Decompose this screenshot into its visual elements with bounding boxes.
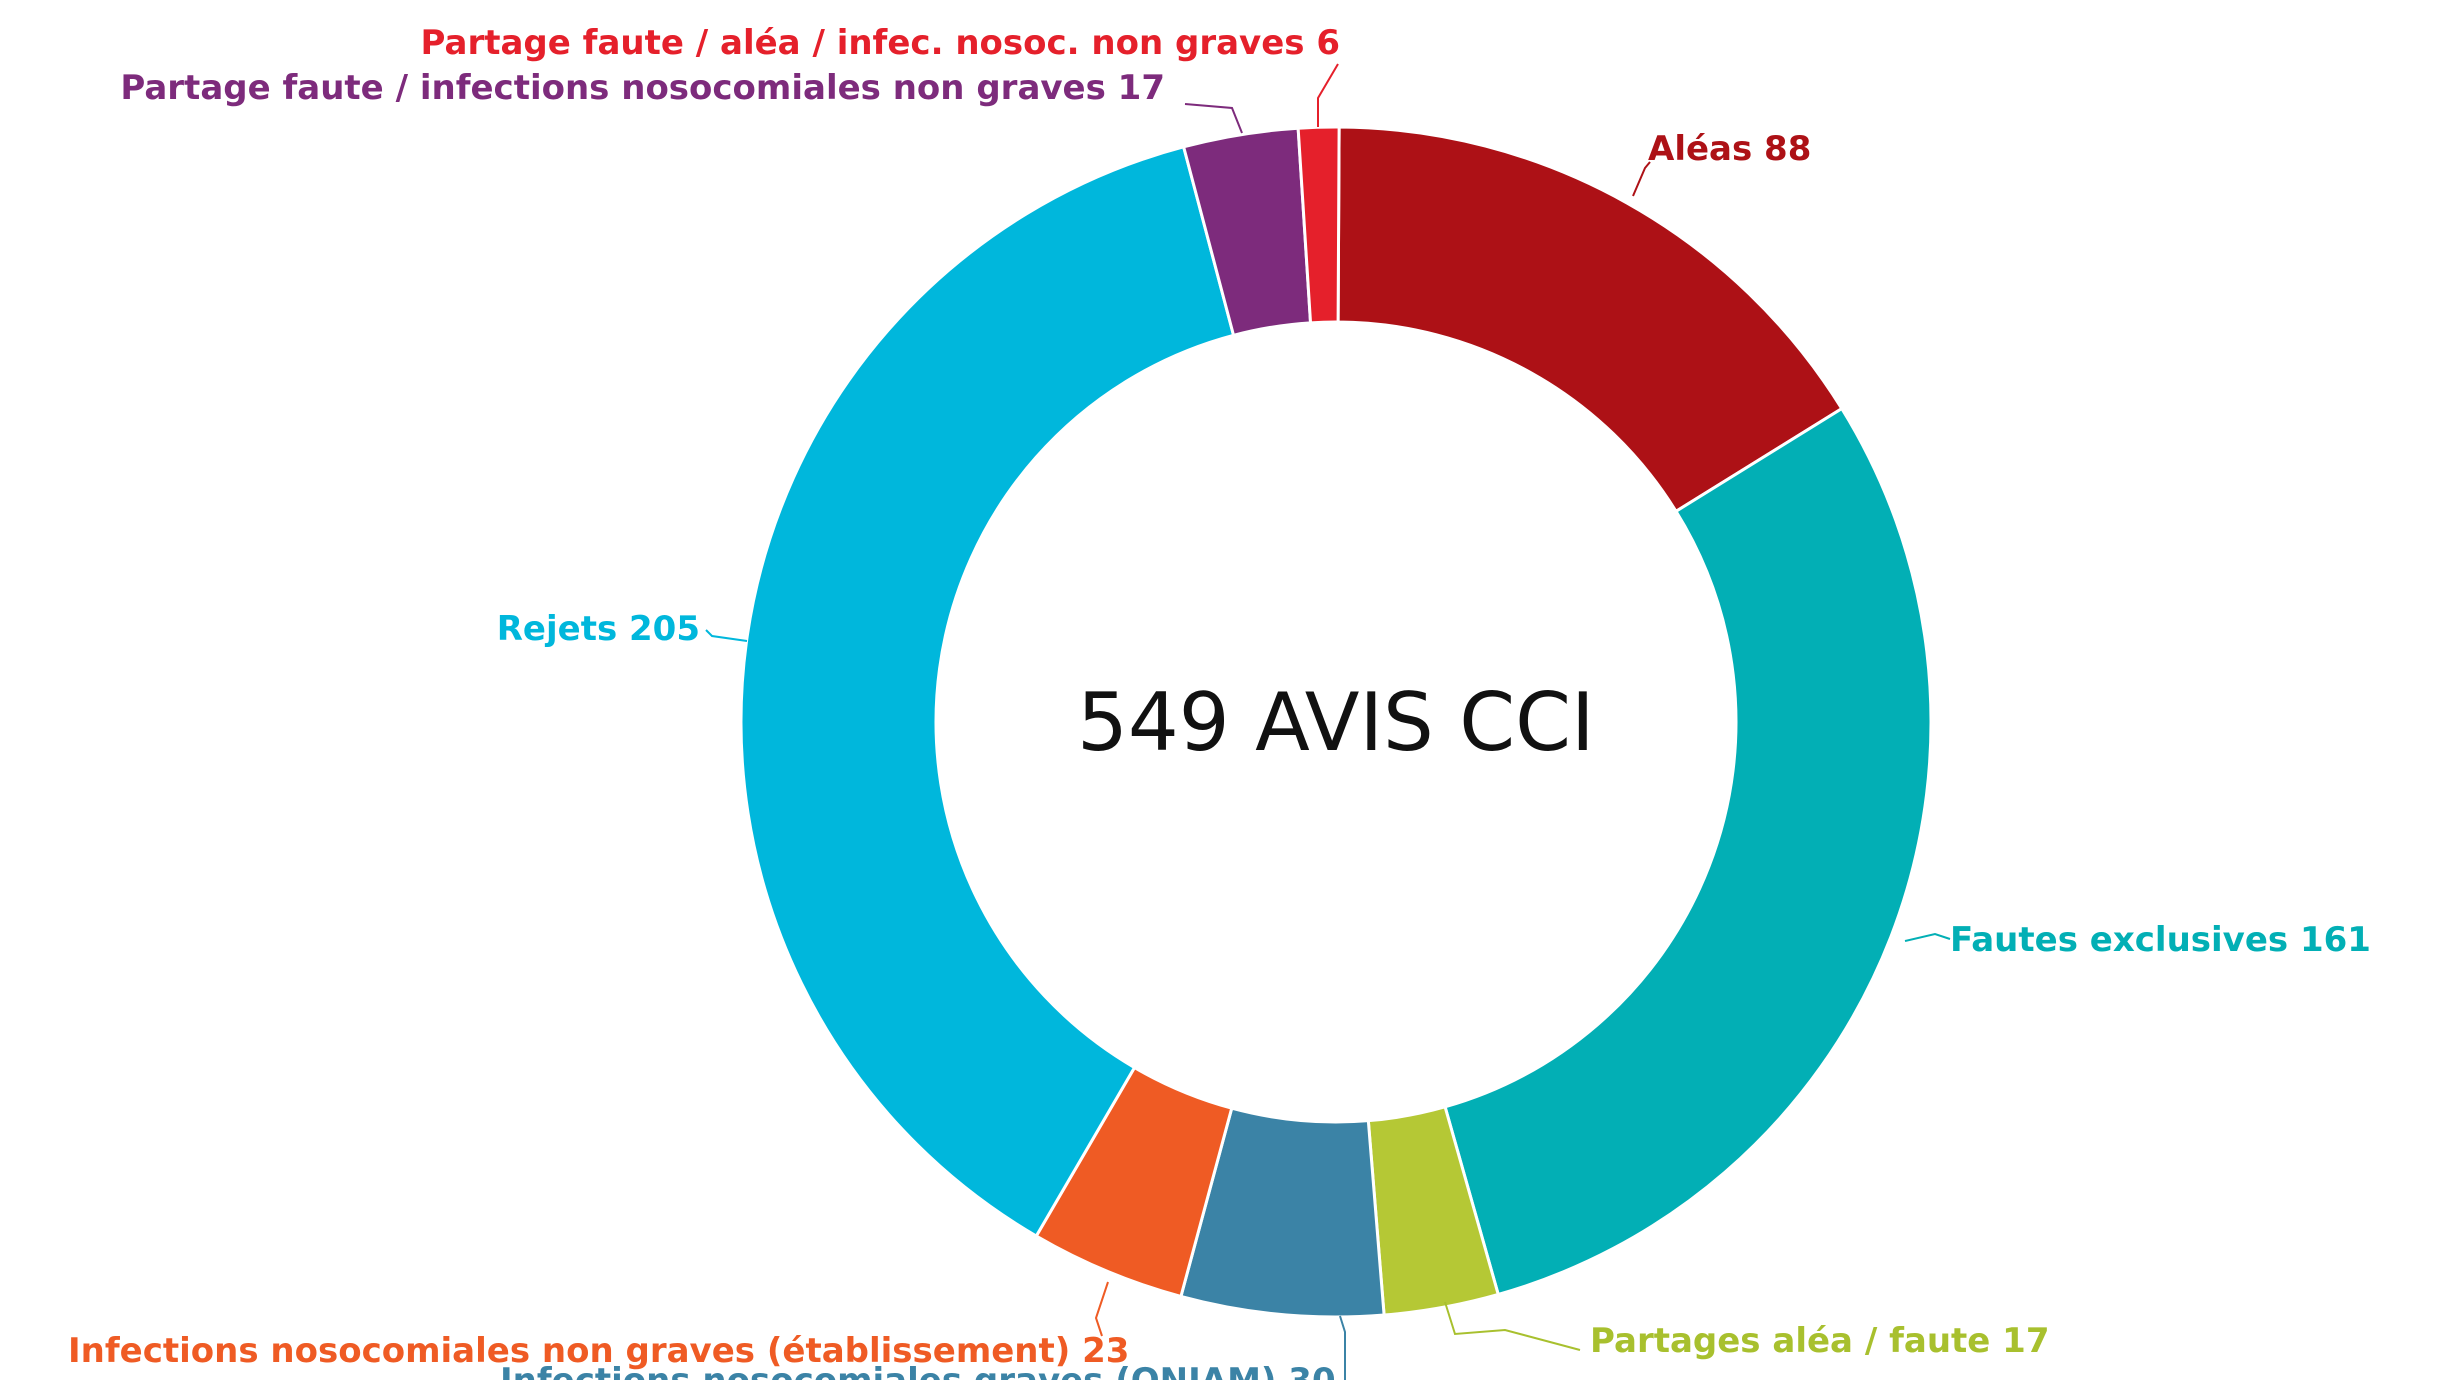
leader-line (705, 629, 748, 642)
donut-slice (1296, 125, 1341, 325)
leader-line (1317, 63, 1339, 127)
leader-line (1632, 161, 1651, 197)
slice-label: Aléas 88 (1648, 129, 1811, 169)
slice-label: Partages aléa / faute 17 (1590, 1321, 2049, 1361)
slice-label: Rejets 205 (497, 609, 700, 649)
slice-label: Partage faute / infections nosocomiales … (120, 68, 1165, 108)
slice-labels: Aléas 88 Fautes exclusives 161 Partages al… (68, 23, 2371, 1380)
leader-line (1184, 103, 1243, 134)
donut-slice (1443, 406, 1933, 1297)
slice-label: Partage faute / aléa / infec. nosoc. non… (421, 23, 1340, 63)
slice-label: Infections nosocomiales graves (ONIAM) 3… (500, 1361, 1336, 1380)
leader-line (1904, 932, 1951, 942)
slice-label: Infections nosocomiales non graves (étab… (68, 1331, 1129, 1371)
leader-line (1094, 1281, 1109, 1337)
chart-center-title: 549 AVIS CCI (1077, 675, 1595, 769)
donut-slice (1336, 125, 1844, 514)
donut-slice (739, 145, 1236, 1239)
leader-line (1339, 1315, 1346, 1380)
donut-slices (739, 125, 1933, 1319)
leader-line (1444, 1301, 1581, 1351)
slice-label: Fautes exclusives 161 (1950, 920, 2371, 960)
